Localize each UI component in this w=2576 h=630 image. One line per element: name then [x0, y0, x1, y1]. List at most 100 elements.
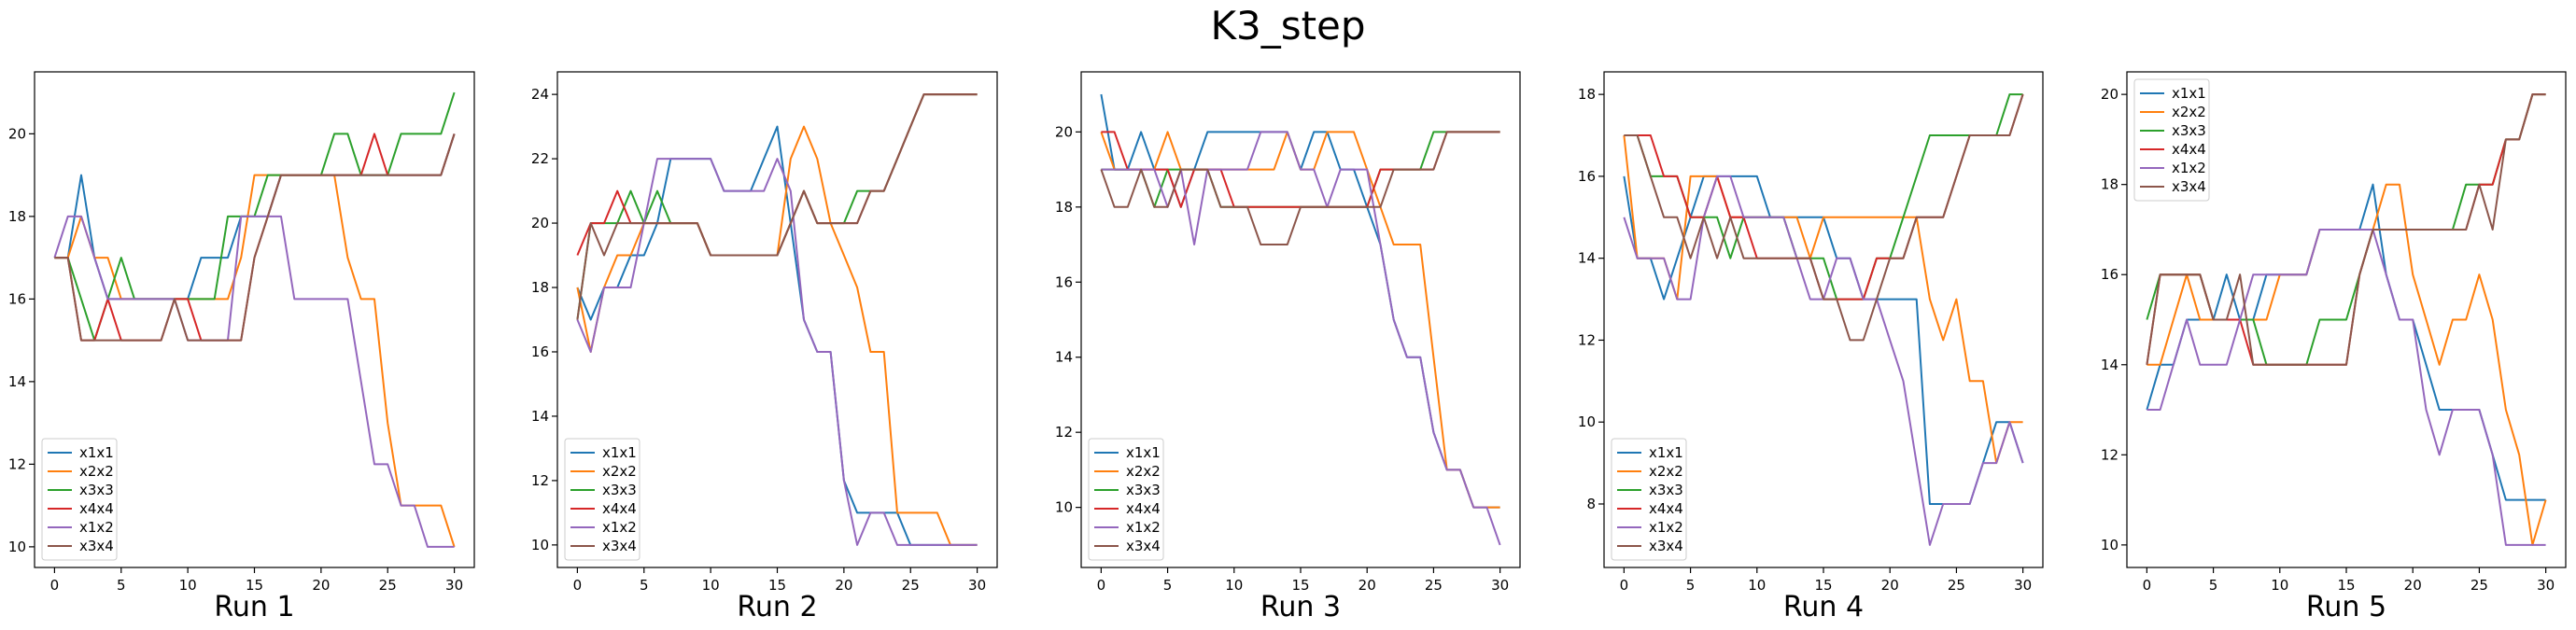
legend: x1x1 x2x2 x3x3 x4x4 x1x2 x3x4 [1088, 438, 1164, 561]
x-tick-label: 5 [1163, 577, 1173, 594]
y-tick-label: 18 [2101, 176, 2119, 193]
legend-label-x2x2: x2x2 [1649, 463, 1683, 480]
legend-label-x2x2: x2x2 [602, 463, 637, 480]
legend: x1x1 x2x2 x3x3 x4x4 x1x2 x3x4 [2133, 78, 2210, 202]
y-tick-label: 12 [8, 455, 26, 472]
x-tick-label: 0 [1097, 577, 1106, 594]
series-line-x1x2 [2147, 229, 2546, 546]
x-tick-label: 25 [1948, 577, 1965, 594]
x-tick-label: 10 [2271, 577, 2288, 594]
x-tick-label: 10 [1225, 577, 1243, 594]
series-line-x1x2 [53, 215, 455, 548]
legend-label-x4x4: x4x4 [1126, 500, 1161, 517]
legend-label-x4x4: x4x4 [1649, 500, 1683, 517]
x-tick-label: 15 [246, 577, 263, 594]
subplot-panels: 0 5 10 15 20 25 30 10 12 14 16 18 20 Run 1 x1x1 x2x2 x3x… [8, 71, 2567, 623]
legend-label-x1x2: x1x2 [602, 519, 637, 536]
x-tick-label: 30 [445, 577, 463, 594]
y-tick-label: 16 [2101, 266, 2119, 283]
y-tick-label: 10 [1578, 413, 1596, 430]
y-tick-label: 14 [1578, 250, 1596, 267]
legend-label-x1x1: x1x1 [79, 444, 114, 461]
y-tick-label: 10 [8, 539, 26, 555]
y-tick-label: 18 [8, 208, 26, 225]
x-tick-label: 25 [379, 577, 397, 594]
x-tick-label: 10 [1748, 577, 1766, 594]
y-tick-label: 18 [1578, 86, 1596, 103]
legend-label-x2x2: x2x2 [2172, 104, 2206, 120]
series-line-x3x4 [2146, 93, 2546, 366]
series-line-x3x4 [1624, 93, 2024, 342]
legend-label-x3x3: x3x3 [1126, 482, 1161, 498]
x-tick-label: 15 [2337, 577, 2355, 594]
legend-label-x1x1: x1x1 [1126, 444, 1161, 461]
x-tick-label: 20 [1358, 577, 1376, 594]
y-tick-label: 18 [531, 279, 549, 296]
legend-box [1611, 438, 1687, 561]
legend-label-x3x4: x3x4 [1126, 538, 1161, 554]
legend-label-x3x3: x3x3 [2172, 122, 2206, 139]
legend-label-x3x4: x3x4 [2172, 178, 2206, 195]
subplot-run-1: 0 5 10 15 20 25 30 10 12 14 16 18 20 Run 1 x1x1 x2x2 x3x… [8, 71, 475, 623]
x-tick-label: 20 [1881, 577, 1899, 594]
x-axis-label: Run 3 [1260, 591, 1341, 623]
series-line-x2x2 [1623, 134, 2023, 465]
x-tick-label: 20 [2404, 577, 2422, 594]
legend-label-x1x1: x1x1 [602, 444, 637, 461]
subplot-run-2: 0 5 10 15 20 25 30 10 12 14 16 18 20 22 24 Run 2 x1x1 x2x… [531, 71, 998, 623]
x-tick-label: 0 [50, 577, 60, 594]
x-tick-label: 15 [768, 577, 786, 594]
y-tick-label: 14 [2101, 357, 2119, 373]
legend-label-x3x3: x3x3 [79, 482, 114, 498]
x-tick-label: 5 [1686, 577, 1696, 594]
legend-label-x1x1: x1x1 [1649, 444, 1683, 461]
y-tick-label: 12 [2101, 446, 2119, 463]
y-tick-label: 10 [1055, 499, 1073, 516]
legend-label-x3x4: x3x4 [1649, 538, 1683, 554]
y-tick-label: 10 [531, 537, 549, 553]
y-tick-label: 10 [2101, 537, 2119, 553]
x-tick-label: 25 [2470, 577, 2488, 594]
x-tick-label: 5 [2209, 577, 2218, 594]
x-axis-label: Run 5 [2306, 591, 2386, 623]
legend-box [41, 438, 118, 561]
x-tick-label: 30 [2014, 577, 2032, 594]
legend-label-x1x2: x1x2 [1649, 519, 1683, 536]
x-tick-label: 25 [1425, 577, 1443, 594]
subplot-run-4: 0 5 10 15 20 25 30 8 10 12 14 16 18 Run 4 x1x1 x2x2 x3x3… [1578, 71, 2044, 623]
y-tick-label: 14 [531, 408, 549, 425]
y-tick-label: 16 [531, 343, 549, 360]
y-tick-label: 20 [8, 125, 26, 142]
x-tick-label: 5 [640, 577, 649, 594]
legend-label-x4x4: x4x4 [602, 500, 637, 517]
y-tick-label: 20 [2101, 86, 2119, 103]
y-tick-label: 12 [1578, 331, 1596, 348]
y-tick-label: 16 [1055, 273, 1073, 290]
x-tick-label: 25 [902, 577, 920, 594]
legend-label-x4x4: x4x4 [2172, 141, 2206, 158]
y-tick-label: 12 [1055, 424, 1073, 441]
legend-box [1088, 438, 1164, 561]
x-tick-label: 20 [835, 577, 852, 594]
x-tick-label: 0 [2143, 577, 2152, 594]
x-axis-label: Run 1 [214, 591, 294, 623]
subplot-run-3: 0 5 10 15 20 25 30 10 12 14 16 18 20 Run 3 x1x1 x2x2 x3x… [1055, 71, 1521, 623]
legend: x1x1 x2x2 x3x3 x4x4 x1x2 x3x4 [41, 438, 118, 561]
legend-box [2133, 78, 2210, 202]
x-axis-label: Run 4 [1783, 591, 1864, 623]
x-tick-label: 30 [968, 577, 986, 594]
y-tick-label: 22 [531, 150, 549, 167]
legend-label-x1x1: x1x1 [2172, 85, 2206, 102]
y-tick-label: 16 [8, 290, 26, 307]
y-tick-label: 12 [531, 472, 549, 489]
x-tick-label: 20 [312, 577, 330, 594]
legend-label-x1x2: x1x2 [2172, 160, 2206, 176]
legend: x1x1 x2x2 x3x3 x4x4 x1x2 x3x4 [564, 438, 640, 561]
legend-label-x3x4: x3x4 [602, 538, 637, 554]
x-tick-label: 0 [1620, 577, 1629, 594]
y-tick-label: 18 [1055, 199, 1073, 216]
figure-title: K3_step [1210, 3, 1365, 49]
legend-label-x1x2: x1x2 [79, 519, 114, 536]
legend-label-x3x3: x3x3 [1649, 482, 1683, 498]
